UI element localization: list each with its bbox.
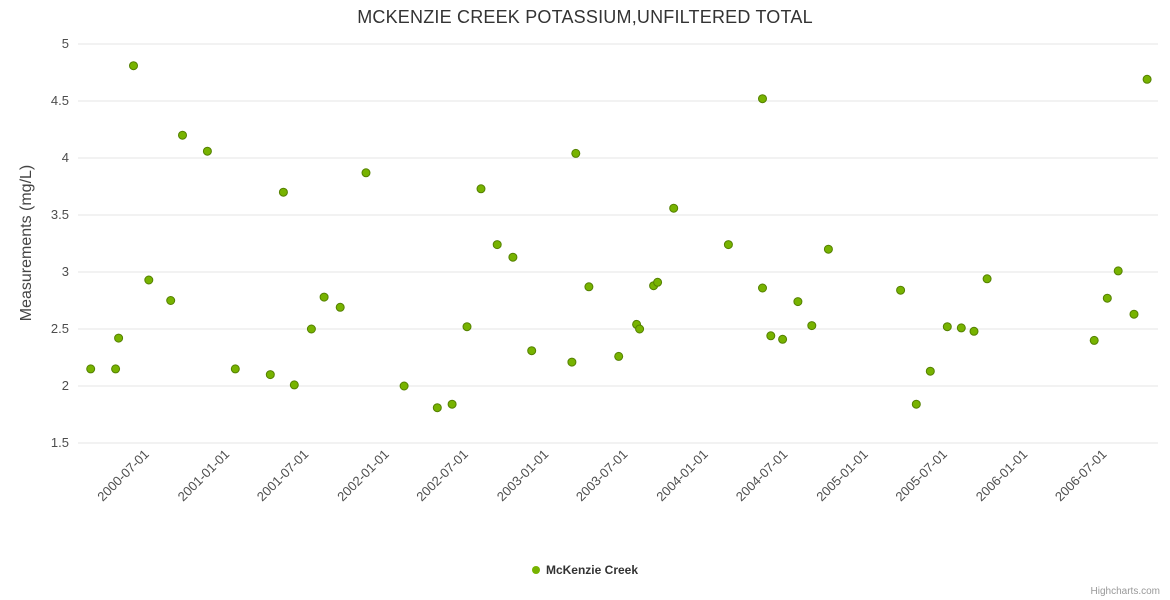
- scatter-point[interactable]: [476, 184, 486, 194]
- scatter-point[interactable]: [1142, 74, 1152, 84]
- y-tick-label: 3.5: [51, 207, 69, 222]
- x-tick-label: 2003-07-01: [573, 447, 631, 505]
- scatter-point[interactable]: [567, 357, 577, 367]
- scatter-point[interactable]: [942, 322, 952, 332]
- scatter-point[interactable]: [306, 324, 316, 334]
- y-tick-label: 4: [62, 150, 69, 165]
- scatter-point[interactable]: [527, 346, 537, 356]
- x-tick-label: 2000-07-01: [94, 447, 152, 505]
- scatter-point[interactable]: [1102, 293, 1112, 303]
- scatter-point[interactable]: [778, 334, 788, 344]
- scatter-point[interactable]: [399, 381, 409, 391]
- scatter-point[interactable]: [758, 283, 767, 293]
- scatter-point[interactable]: [166, 296, 176, 305]
- y-tick-label: 2.5: [51, 321, 69, 336]
- x-tick-label: 2005-01-01: [813, 447, 871, 505]
- x-tick-label: 2002-01-01: [334, 447, 392, 505]
- scatter-point[interactable]: [982, 274, 992, 284]
- scatter-point[interactable]: [508, 252, 518, 262]
- scatter-point[interactable]: [144, 275, 154, 285]
- legend-item-mckenzie-creek[interactable]: McKenzie Creek: [0, 563, 1170, 577]
- scatter-point[interactable]: [111, 364, 121, 374]
- scatter-point[interactable]: [289, 380, 299, 390]
- scatter-point[interactable]: [723, 240, 733, 250]
- scatter-point[interactable]: [956, 323, 966, 333]
- scatter-point[interactable]: [319, 292, 329, 302]
- scatter-point[interactable]: [1089, 335, 1099, 345]
- scatter-point[interactable]: [584, 282, 594, 292]
- x-tick-label: 2006-01-01: [973, 447, 1031, 505]
- x-tick-label: 2005-07-01: [892, 447, 950, 505]
- scatter-point[interactable]: [669, 203, 679, 213]
- scatter-point[interactable]: [230, 364, 240, 374]
- y-tick-label: 3: [62, 264, 69, 279]
- x-tick-label: 2001-01-01: [175, 447, 233, 505]
- scatter-point[interactable]: [911, 399, 921, 409]
- scatter-point[interactable]: [653, 277, 663, 287]
- scatter-point[interactable]: [766, 331, 776, 341]
- scatter-point[interactable]: [462, 322, 472, 332]
- y-tick-label: 5: [62, 36, 69, 51]
- scatter-point[interactable]: [447, 399, 457, 409]
- scatter-point[interactable]: [823, 244, 833, 254]
- scatter-point[interactable]: [1129, 309, 1139, 319]
- y-tick-label: 2: [62, 378, 69, 393]
- legend-label: McKenzie Creek: [545, 563, 639, 577]
- scatter-point[interactable]: [129, 61, 138, 71]
- x-tick-label: 2004-01-01: [653, 447, 711, 505]
- credits-link[interactable]: Highcharts.com: [1090, 586, 1160, 597]
- legend-marker-icon: [531, 566, 540, 574]
- scatter-point[interactable]: [278, 187, 288, 197]
- scatter-point[interactable]: [969, 326, 979, 336]
- scatter-point[interactable]: [335, 302, 345, 312]
- scatter-point[interactable]: [896, 285, 906, 295]
- y-tick-label: 1.5: [51, 435, 69, 450]
- scatter-point[interactable]: [265, 370, 275, 380]
- scatter-point[interactable]: [925, 366, 935, 376]
- scatter-point[interactable]: [361, 168, 371, 178]
- scatter-point[interactable]: [571, 148, 581, 158]
- x-tick-label: 2004-07-01: [733, 447, 791, 505]
- scatter-point[interactable]: [1113, 266, 1123, 276]
- scatter-point[interactable]: [202, 146, 212, 156]
- scatter-point[interactable]: [758, 94, 767, 104]
- scatter-point[interactable]: [432, 403, 442, 413]
- x-tick-label: 2006-07-01: [1052, 447, 1110, 505]
- x-tick-label: 2003-01-01: [494, 447, 552, 505]
- scatter-point[interactable]: [86, 364, 96, 374]
- scatter-point[interactable]: [178, 130, 187, 140]
- scatter-point[interactable]: [614, 351, 624, 361]
- scatter-point[interactable]: [793, 297, 803, 307]
- chart-title: MCKENZIE CREEK POTASSIUM,UNFILTERED TOTA…: [357, 7, 813, 27]
- x-tick-label: 2001-07-01: [254, 447, 312, 505]
- scatter-point[interactable]: [635, 324, 645, 334]
- scatter-point[interactable]: [492, 240, 502, 250]
- x-tick-label: 2002-07-01: [413, 447, 471, 505]
- scatter-point[interactable]: [807, 321, 817, 331]
- scatter-point[interactable]: [114, 333, 124, 343]
- y-tick-label: 4.5: [51, 93, 69, 108]
